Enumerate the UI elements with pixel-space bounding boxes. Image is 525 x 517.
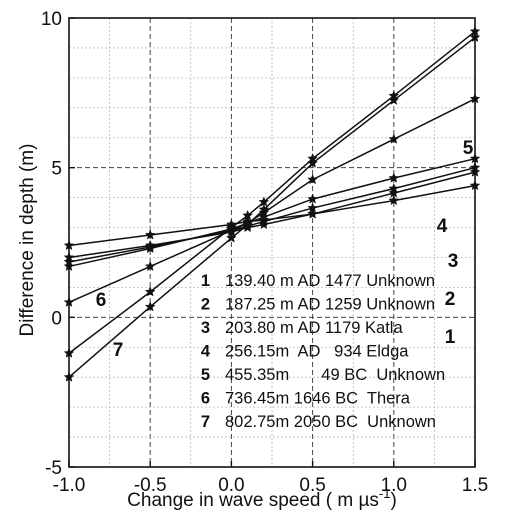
- y-axis-ticks: -5 0 5 10: [41, 9, 75, 479]
- series-label-5: 5: [463, 138, 474, 159]
- legend-entry-text: 187.25 m AD 1259 Unknown: [225, 296, 435, 314]
- data-point-marker: [144, 301, 156, 312]
- data-point-marker: [144, 260, 156, 272]
- data-point-marker: [388, 94, 400, 105]
- x-tick-label: -1.0: [53, 475, 86, 496]
- data-point-marker: [388, 194, 400, 206]
- data-point-marker: [388, 172, 400, 183]
- data-point-marker: [307, 173, 318, 185]
- series-label-2: 2: [445, 289, 456, 310]
- legend-entry-number: 6: [201, 390, 210, 408]
- series-label-4: 4: [437, 216, 448, 237]
- legend-entry-text: 139.40 m AD 1477 Unknown: [225, 272, 435, 290]
- x-axis-label-text: Change in wave speed ( m µs: [127, 490, 379, 511]
- legend: 1 139.40 m AD 1477 Unknown 2 187.25 m AD 12…: [201, 272, 445, 431]
- data-point-marker: [242, 218, 254, 230]
- x-tick-label: 1.5: [462, 475, 488, 496]
- series-lines: [63, 25, 481, 382]
- legend-entry-text: 256.15m AD 934 Eldga: [225, 343, 409, 361]
- series-line: [68, 30, 476, 354]
- data-point-marker: [307, 208, 318, 219]
- series-line: [68, 166, 476, 263]
- legend-entry: 5 455.35m 49 BC Unknown: [201, 366, 445, 384]
- y-tick-label: 5: [51, 159, 62, 180]
- x-tick-label: 0.5: [299, 475, 325, 496]
- data-point-marker: [307, 157, 318, 168]
- legend-entry-text: 736.45m 1646 BC Thera: [225, 390, 411, 408]
- data-point-marker: [258, 206, 270, 218]
- data-point-marker: [144, 229, 156, 240]
- data-point-marker: [226, 232, 237, 243]
- data-point-marker: [258, 215, 270, 227]
- data-point-marker: [307, 202, 318, 213]
- legend-entry-text: 203.80 m AD 1179 Katla: [225, 319, 403, 337]
- legend-entry-number: 7: [201, 413, 210, 431]
- series-line: [68, 157, 476, 268]
- y-axis-label: Difference in depth (m): [17, 144, 38, 337]
- data-point-marker: [242, 209, 254, 221]
- data-point-marker: [307, 193, 318, 204]
- data-point-marker: [258, 203, 270, 215]
- data-point-marker: [144, 286, 156, 297]
- data-point-marker: [226, 221, 237, 233]
- legend-entry-number: 2: [201, 296, 210, 314]
- plot-frame: [68, 17, 476, 468]
- legend-entry: 2 187.25 m AD 1259 Unknown: [201, 296, 435, 314]
- x-axis-ticks: -1.0 -0.5 0.0 0.5 1.0 1.5: [53, 461, 488, 496]
- x-tick-label: -0.5: [134, 475, 167, 496]
- legend-entry-text: 455.35m 49 BC Unknown: [225, 366, 445, 384]
- series-line: [68, 36, 476, 378]
- x-tick-label: 0.0: [218, 475, 244, 496]
- legend-entry: 6 736.45m 1646 BC Thera: [201, 390, 411, 408]
- x-axis-label-end: ): [390, 490, 396, 511]
- series-line: [68, 171, 476, 259]
- data-point-marker: [388, 133, 400, 144]
- legend-entry-number: 5: [201, 366, 210, 384]
- x-axis-label: Change in wave speed ( m µs-1): [127, 486, 397, 511]
- legend-entry-number: 1: [201, 272, 210, 290]
- legend-entry: 4 256.15m AD 934 Eldga: [201, 343, 409, 361]
- legend-entry: 3 203.80 m AD 1179 Katla: [201, 319, 404, 337]
- series-label-6: 6: [96, 290, 107, 311]
- y-tick-label: 10: [41, 9, 62, 30]
- legend-entry: 7 802.75m 2050 BC Unknown: [201, 413, 436, 431]
- legend-entry-number: 4: [201, 343, 211, 361]
- legend-entry-text: 802.75m 2050 BC Unknown: [225, 413, 436, 431]
- series-label-1: 1: [445, 327, 456, 348]
- data-point-marker: [144, 242, 156, 254]
- series-label-3: 3: [448, 251, 459, 272]
- x-tick-label: 1.0: [381, 475, 407, 496]
- x-axis-label-superscript: -1: [379, 486, 391, 501]
- legend-entry: 1 139.40 m AD 1477 Unknown: [201, 272, 435, 290]
- data-point-marker: [388, 187, 400, 198]
- data-point-marker: [388, 182, 400, 194]
- series-label-7: 7: [113, 340, 124, 361]
- y-tick-label: 0: [51, 308, 62, 329]
- legend-entry-number: 3: [201, 319, 210, 337]
- y-tick-label: -5: [45, 458, 62, 479]
